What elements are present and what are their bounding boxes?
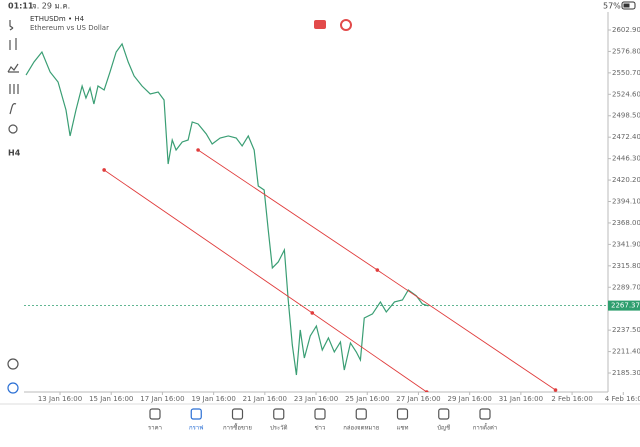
- x-tick-label: 27 Jan 16:00: [396, 395, 440, 403]
- nav-icon: [479, 408, 491, 420]
- x-tick-label: 2 Feb 16:00: [551, 395, 592, 403]
- candle-tool[interactable]: [9, 38, 17, 50]
- status-time: 01:11: [8, 2, 34, 11]
- indicator-tool[interactable]: [7, 63, 19, 73]
- trendline-point: [375, 268, 380, 272]
- y-tick-label: 2368.00: [612, 219, 640, 227]
- y-tick-label: 2602.90: [612, 26, 640, 34]
- nav-icon: [314, 408, 326, 420]
- y-tick-label: 2394.10: [612, 198, 640, 206]
- timeframe[interactable]: H4: [8, 149, 21, 158]
- status-date: จ. 29 ม.ค.: [32, 2, 70, 11]
- x-tick-label: 23 Jan 16:00: [294, 395, 338, 403]
- x-tick-label: 21 Jan 16:00: [243, 395, 287, 403]
- y-tick-label: 2289.70: [612, 283, 640, 291]
- nav-item[interactable]: บัญชี: [437, 408, 450, 432]
- battery-text: 57%: [603, 2, 621, 11]
- nav-label: บัญชี: [437, 424, 450, 432]
- nav-label: การตั้งค่า: [473, 422, 497, 432]
- objects-tool[interactable]: [9, 84, 19, 94]
- plot: [24, 42, 608, 392]
- function-tool[interactable]: [9, 103, 17, 115]
- crosshair-tool[interactable]: [9, 20, 14, 31]
- nav-label: การซื้อขาย: [223, 422, 252, 432]
- nav-icon: [190, 408, 202, 420]
- nav-icon: [273, 408, 285, 420]
- nav-label: กราฟ: [189, 425, 203, 432]
- y-tick-label: 2185.30: [612, 369, 640, 377]
- trendline-point: [310, 311, 315, 315]
- sync-button[interactable]: [340, 19, 352, 31]
- y-tick-label: 2498.50: [612, 112, 640, 120]
- search-tool[interactable]: [7, 358, 19, 370]
- nav-icon: [438, 408, 450, 420]
- battery-level: [623, 3, 630, 8]
- nav-label: กล่องจดหมาย: [343, 425, 379, 432]
- x-tick-label: 25 Jan 16:00: [345, 395, 389, 403]
- nav-item[interactable]: ประวัติ: [270, 408, 288, 432]
- price-line: [25, 42, 429, 376]
- nav-icon: [355, 408, 367, 420]
- nav-item[interactable]: ข่าว: [314, 408, 326, 432]
- y-tick-label: 2576.80: [612, 47, 640, 55]
- y-tick-label: 2341.90: [612, 240, 640, 248]
- x-tick-label: 17 Jan 16:00: [140, 395, 184, 403]
- y-tick-label: 2472.40: [612, 133, 640, 141]
- nav-icon: [231, 408, 244, 420]
- y-tick-label: 2550.70: [612, 69, 640, 77]
- chart-subtitle: Ethereum vs US Dollar: [30, 24, 109, 32]
- y-tick-label: 2237.50: [612, 326, 640, 334]
- y-tick-label: 2315.80: [612, 262, 640, 270]
- nav-item[interactable]: ราคา: [148, 408, 162, 432]
- current-price-box: [608, 300, 640, 311]
- trade-button[interactable]: [314, 20, 326, 29]
- nav-item[interactable]: การซื้อขาย: [223, 408, 252, 432]
- chart-title: ETHUSDm • H4: [30, 15, 85, 23]
- x-tick-label: 19 Jan 16:00: [191, 395, 235, 403]
- trendline-point: [424, 390, 429, 392]
- battery-icon: [621, 1, 636, 10]
- x-tick-label: 4 Feb 16:0: [605, 395, 640, 403]
- account-tool[interactable]: [7, 382, 19, 394]
- nav-item[interactable]: กราฟ: [189, 408, 203, 432]
- x-tick-label: 13 Jan 16:00: [38, 395, 82, 403]
- nav-item[interactable]: แชท: [396, 408, 409, 432]
- y-tick-label: 2211.40: [612, 348, 640, 356]
- trendline-point: [196, 148, 200, 152]
- x-tick-label: 29 Jan 16:00: [448, 395, 492, 403]
- x-tick-label: 31 Jan 16:00: [499, 395, 543, 403]
- nav-item[interactable]: กล่องจดหมาย: [343, 408, 379, 432]
- shapes-tool[interactable]: [8, 124, 18, 134]
- nav-label: ราคา: [148, 425, 162, 432]
- current-price-label: 2267.37: [611, 302, 640, 310]
- nav-item[interactable]: การตั้งค่า: [473, 408, 497, 432]
- nav-icon: [396, 408, 409, 420]
- y-tick-label: 2524.60: [612, 90, 640, 98]
- trendline-point: [102, 168, 106, 172]
- nav-icon: [149, 408, 161, 420]
- y-tick-label: 2446.30: [612, 155, 640, 163]
- trendline-point: [553, 388, 558, 392]
- nav-label: แชท: [397, 425, 409, 432]
- left-toolbar: [7, 20, 19, 394]
- x-tick-label: 15 Jan 16:00: [89, 395, 133, 403]
- y-tick-label: 2420.20: [612, 176, 640, 184]
- nav-label: ข่าว: [315, 425, 326, 432]
- nav-label: ประวัติ: [270, 425, 288, 432]
